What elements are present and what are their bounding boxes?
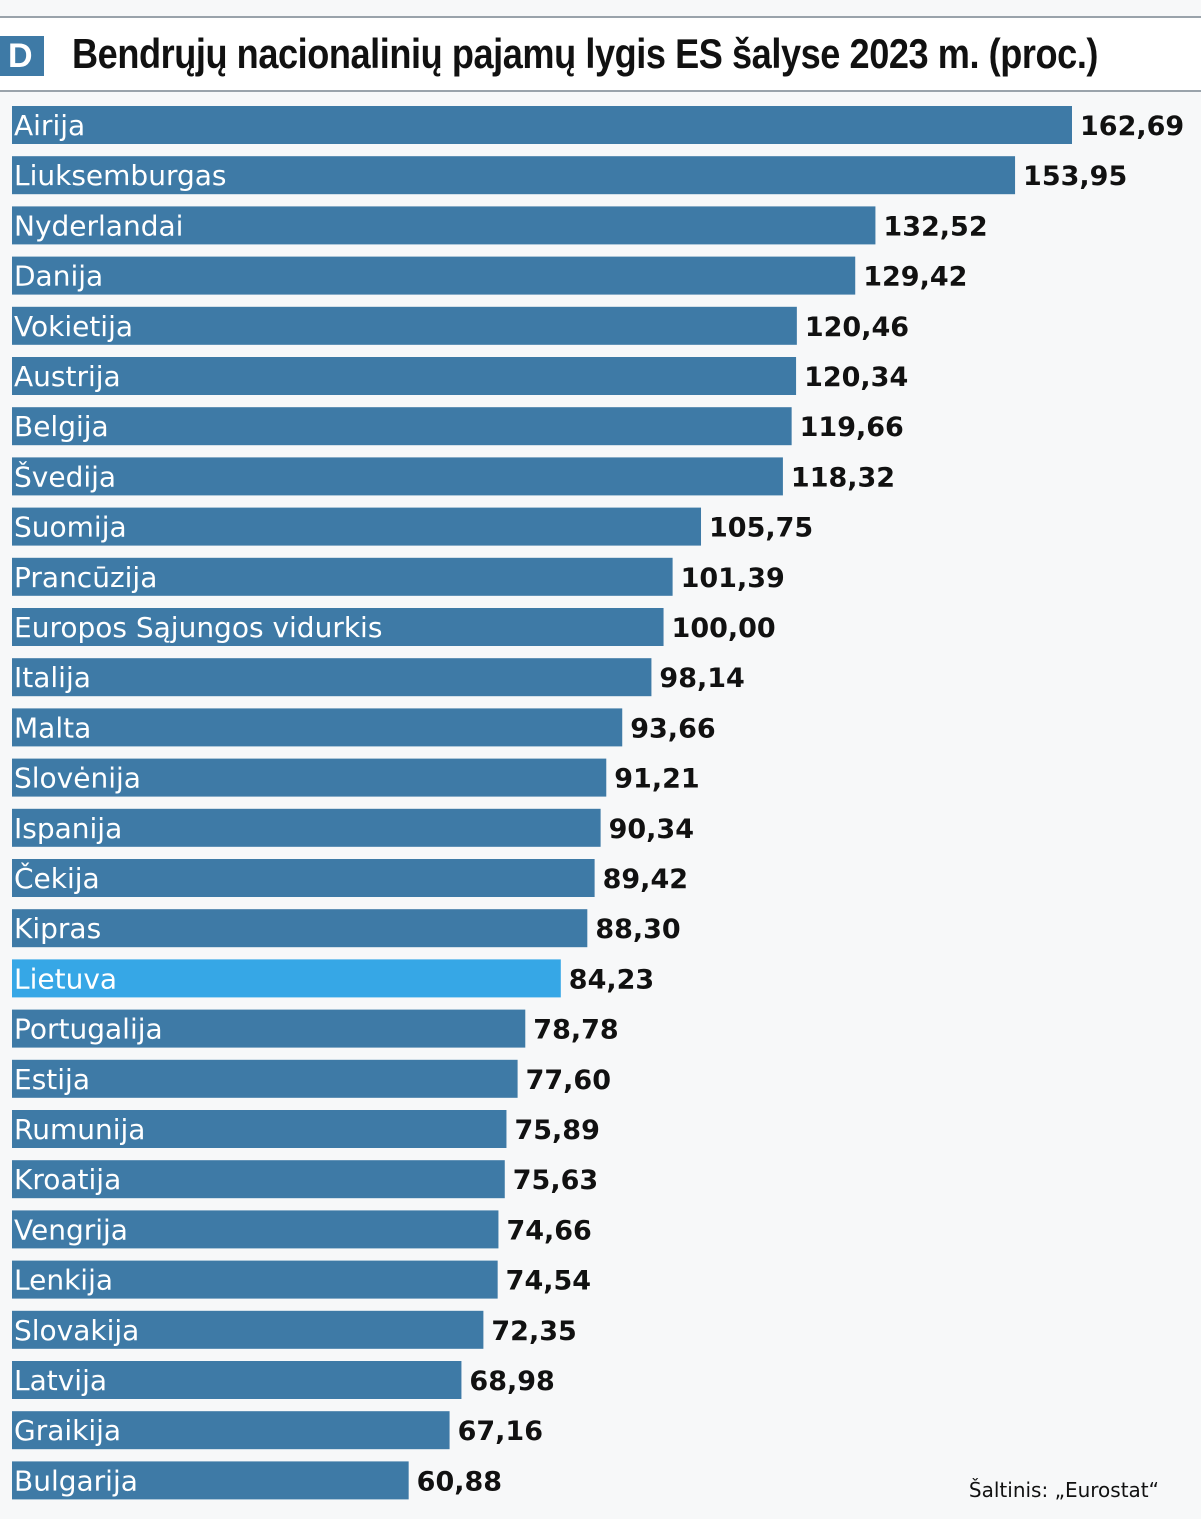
logo-letter: D [8, 37, 33, 75]
value-label: 98,14 [659, 663, 744, 694]
category-label: Vengrija [14, 1213, 128, 1246]
category-label: Slovakija [14, 1314, 139, 1347]
value-label: 93,66 [630, 713, 715, 744]
bar-23 [12, 1260, 498, 1299]
category-label: Lenkija [14, 1264, 113, 1297]
category-label: Ispanija [14, 812, 122, 845]
value-label: 119,66 [800, 412, 904, 443]
value-label: 75,89 [514, 1115, 599, 1146]
value-label: 90,34 [609, 814, 694, 845]
bar-8 [12, 507, 702, 546]
value-label: 84,23 [569, 964, 654, 995]
value-label: 67,16 [458, 1416, 543, 1447]
bar-26 [12, 1411, 450, 1450]
logo-d-icon: D [0, 36, 44, 76]
bar-22 [12, 1210, 499, 1249]
category-label: Europos Sąjungos vidurkis [14, 611, 382, 644]
value-label: 129,42 [863, 262, 967, 293]
category-label: Estija [14, 1063, 90, 1096]
bar-1 [12, 156, 1016, 195]
bar-27 [12, 1461, 409, 1500]
source-note: Šaltinis: „Eurostat“ [968, 1478, 1159, 1502]
chart-title: Bendrųjų nacionalinių pajamų lygis ES ša… [72, 30, 1099, 77]
value-label: 132,52 [883, 211, 987, 242]
value-label: 68,98 [469, 1366, 554, 1397]
bar-13 [12, 758, 607, 797]
category-label: Belgija [14, 410, 109, 443]
category-label: Suomija [14, 511, 127, 544]
category-label: Prancūzija [14, 561, 157, 594]
chart-header: D Bendrųjų nacionalinių pajamų lygis ES … [0, 18, 1201, 92]
value-label: 153,95 [1023, 161, 1127, 192]
bar-4 [12, 306, 797, 345]
value-label: 75,63 [513, 1165, 598, 1196]
bar-9 [12, 557, 673, 596]
category-label: Švedija [14, 459, 116, 493]
value-label: 120,34 [804, 362, 908, 393]
value-label: 118,32 [791, 462, 895, 493]
value-label: 120,46 [805, 312, 909, 343]
value-label: 89,42 [603, 864, 688, 895]
value-label: 74,66 [506, 1215, 591, 1246]
category-label: Graikija [14, 1414, 121, 1447]
bar-18 [12, 1009, 526, 1048]
value-label: 91,21 [614, 764, 699, 795]
value-label: 72,35 [491, 1316, 576, 1347]
category-label: Nyderlandai [14, 209, 183, 242]
value-label: 88,30 [595, 914, 680, 945]
value-label: 74,54 [506, 1266, 591, 1297]
bar-11 [12, 658, 652, 697]
bar-24 [12, 1310, 484, 1349]
value-label: 100,00 [672, 613, 776, 644]
bar-5 [12, 357, 797, 395]
category-label: Rumunija [14, 1113, 145, 1146]
bar-12 [12, 708, 623, 747]
category-label: Latvija [14, 1364, 107, 1397]
value-label: 77,60 [526, 1065, 611, 1096]
bar-14 [12, 808, 601, 847]
value-label: 78,78 [533, 1015, 618, 1046]
bar-19 [12, 1059, 518, 1098]
category-label: Danija [14, 260, 103, 293]
value-label: 162,69 [1080, 111, 1184, 142]
bar-6 [12, 407, 792, 446]
value-label: 60,88 [417, 1466, 502, 1497]
category-label: Lietuva [14, 962, 117, 995]
bar-21 [12, 1160, 505, 1199]
category-label: Kroatija [14, 1163, 121, 1196]
bar-16 [12, 909, 588, 948]
category-label: Italija [14, 661, 91, 694]
category-label: Čekija [14, 861, 100, 895]
category-label: Bulgarija [14, 1464, 138, 1497]
bar-20 [12, 1110, 507, 1148]
value-label: 105,75 [709, 513, 813, 544]
category-label: Vokietija [14, 310, 133, 343]
bar-25 [12, 1361, 462, 1399]
bar-0 [12, 106, 1072, 144]
category-label: Malta [14, 711, 91, 744]
category-label: Kipras [14, 912, 101, 945]
category-label: Airija [14, 109, 85, 142]
bar-3 [12, 256, 856, 295]
bar-10 [12, 608, 664, 646]
bar-17 [12, 959, 561, 998]
category-label: Austrija [14, 360, 121, 393]
bar-7 [12, 457, 783, 496]
category-label: Slovėnija [14, 762, 141, 795]
bar-2 [12, 206, 876, 245]
category-label: Portugalija [14, 1013, 163, 1046]
category-label: Liuksemburgas [14, 159, 227, 192]
top-rule [0, 16, 1201, 18]
value-label: 101,39 [681, 563, 785, 594]
bar-15 [12, 859, 595, 897]
